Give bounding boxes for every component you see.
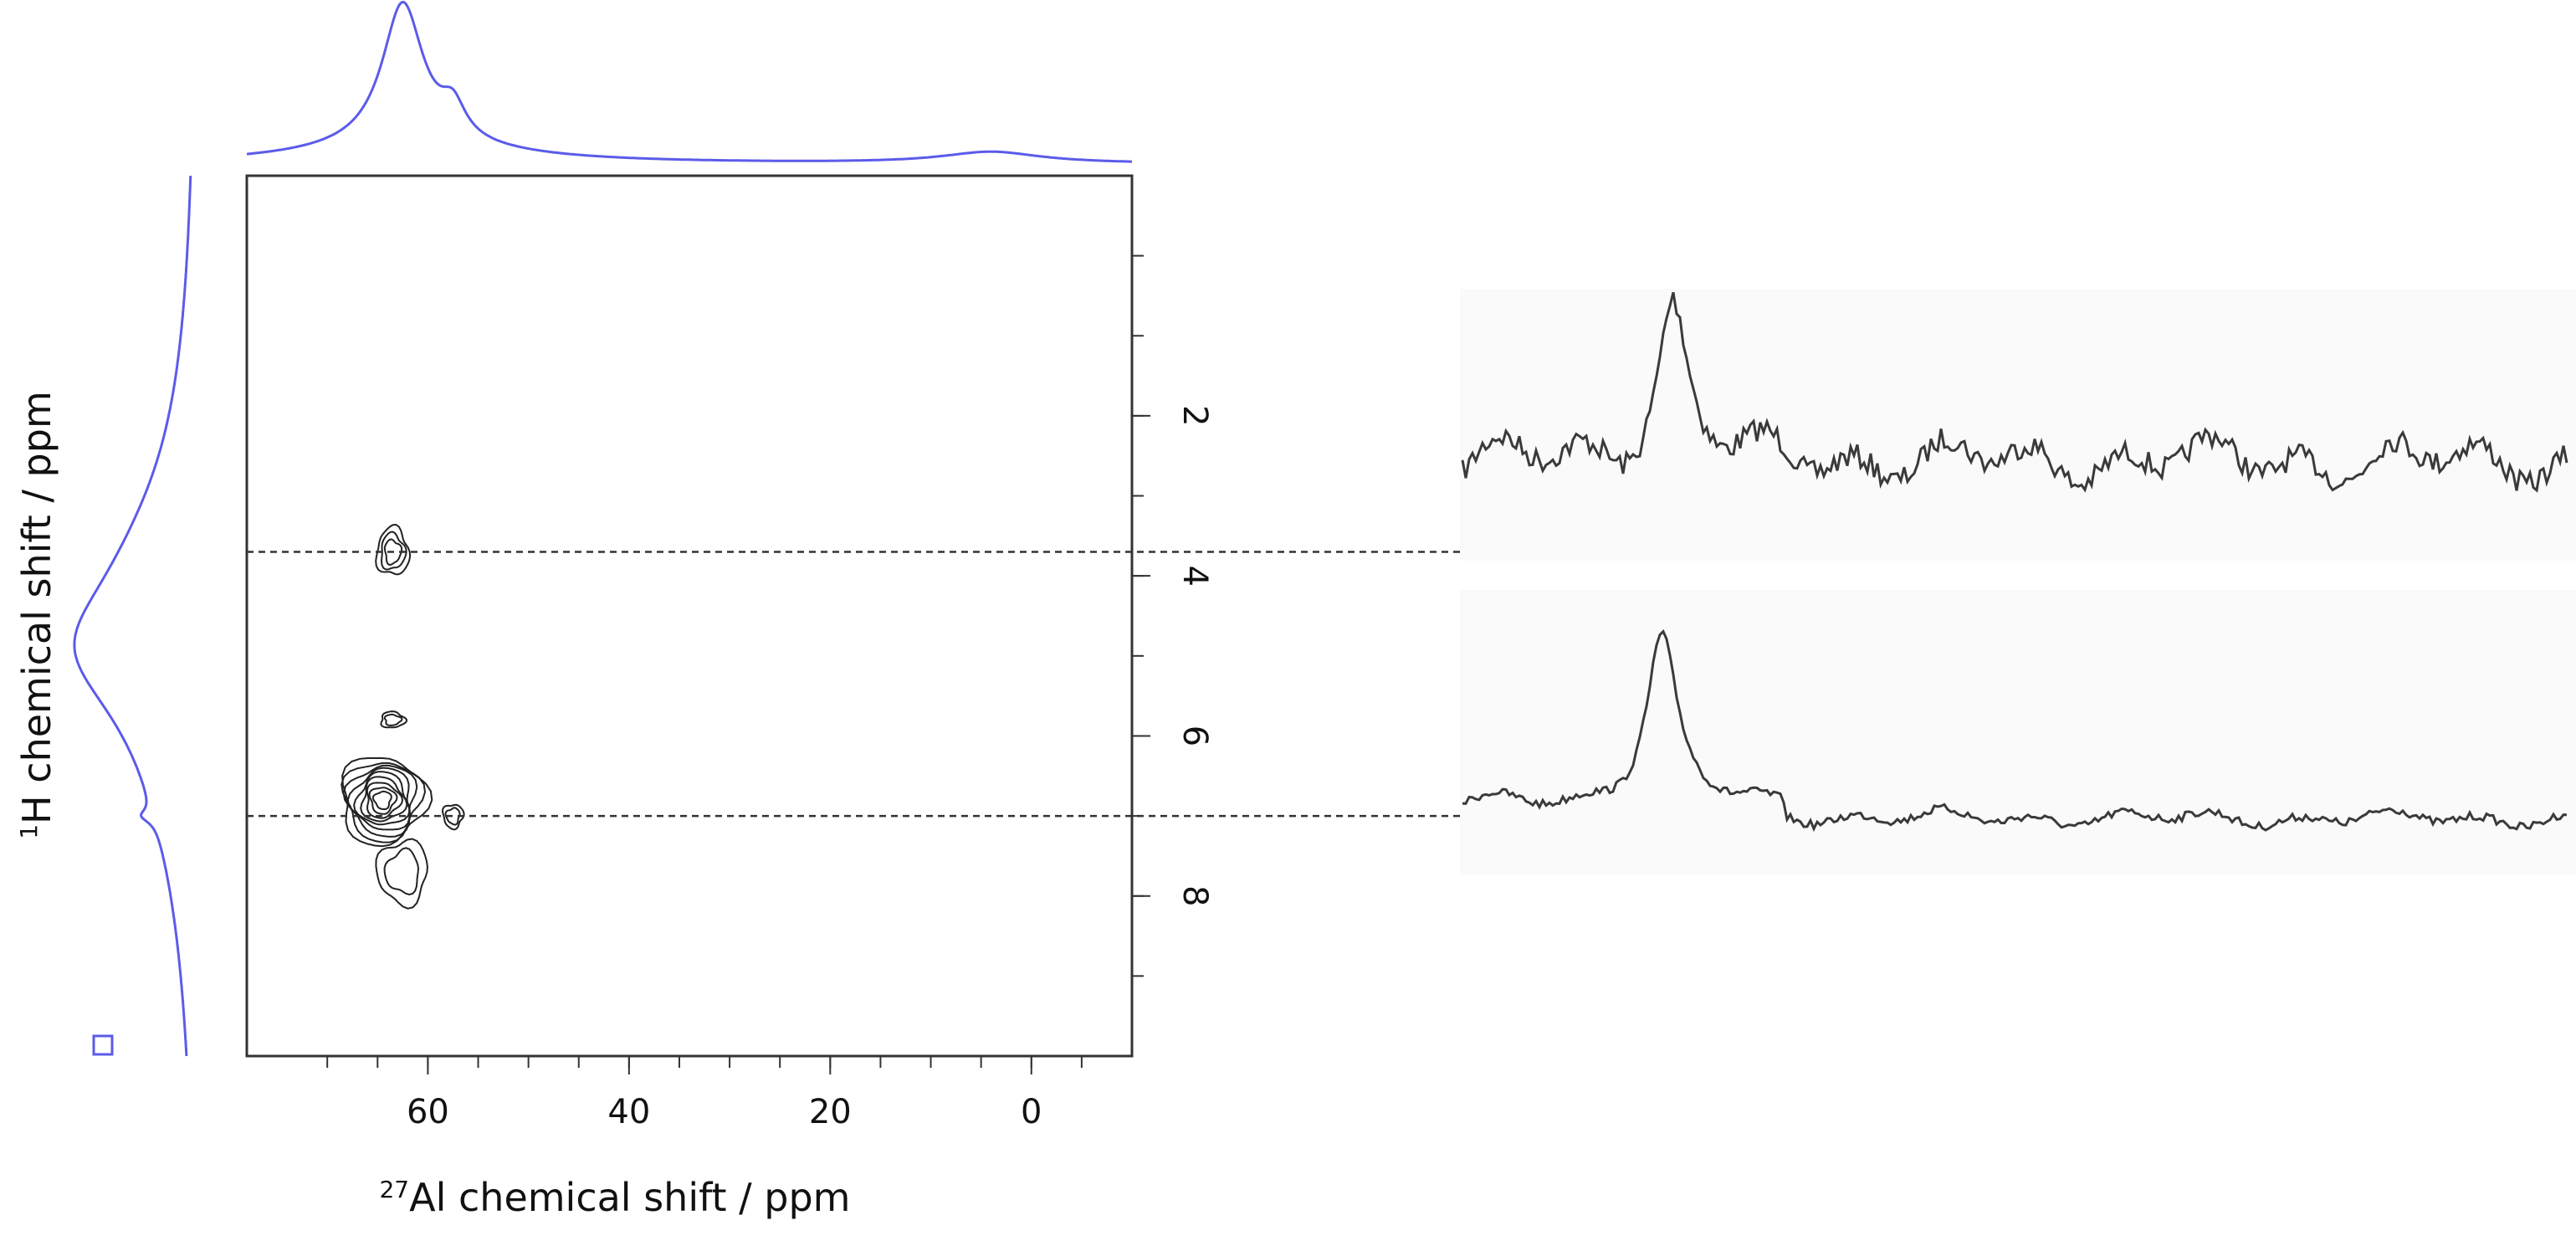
x-tick-label: 0	[1021, 1093, 1042, 1131]
al27-projection-trace	[246, 0, 1132, 163]
projection-marker-icon	[92, 1034, 114, 1056]
contour-line	[366, 782, 404, 819]
y-axis-label-text: H chemical shift / ppm	[14, 391, 59, 824]
contour-line	[441, 803, 465, 831]
plot-area	[245, 174, 1134, 1058]
y-tick-label: 2	[1175, 405, 1214, 426]
slice-panel-upper	[1460, 289, 2576, 561]
y-axis: 2 4 6 8	[1132, 254, 1214, 977]
contour-line	[368, 787, 398, 815]
x-axis-label-text: Al chemical shift / ppm	[409, 1175, 850, 1220]
x-axis-label-superscript: 27	[379, 1176, 409, 1203]
y-tick-label: 6	[1175, 726, 1214, 746]
slice-guides	[247, 551, 1462, 818]
plot-frame	[245, 174, 1134, 1058]
contour-line	[342, 764, 418, 838]
contour-line	[371, 790, 392, 811]
contour-line	[383, 713, 403, 726]
slice-trace-lower	[1462, 628, 2568, 833]
y-axis-label-superscript: 1	[15, 824, 43, 839]
contour-line	[380, 710, 408, 729]
slice-panel-lower	[1460, 590, 2576, 874]
contour-line	[383, 847, 420, 896]
x-tick-label: 20	[809, 1093, 852, 1131]
x-tick-label: 60	[407, 1093, 449, 1131]
contour-line	[353, 771, 411, 826]
x-axis-label: 27Al chemical shift / ppm	[379, 1175, 850, 1220]
contour-line	[341, 761, 427, 843]
y-tick-label: 4	[1175, 565, 1214, 586]
top-projection	[246, 0, 1132, 163]
contour-line	[346, 767, 412, 831]
slice-panels	[1460, 289, 2576, 874]
y-tick-label: 8	[1175, 885, 1214, 906]
h1-projection-trace	[73, 176, 192, 1057]
slice-trace-upper	[1461, 291, 2568, 493]
x-axis: 60 40 20 0	[326, 1056, 1083, 1131]
contour-line	[375, 838, 428, 910]
contour-line	[383, 538, 403, 567]
x-tick-label: 40	[607, 1093, 650, 1131]
y-axis-label: 1H chemical shift / ppm	[14, 391, 59, 839]
left-projection	[73, 176, 192, 1057]
